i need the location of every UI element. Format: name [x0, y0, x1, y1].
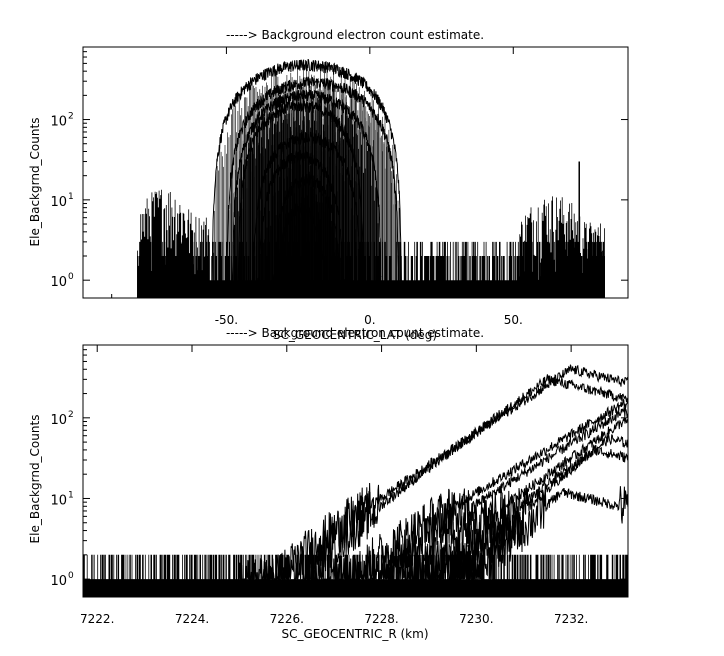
x-tick-label: 7228. [364, 612, 398, 626]
plot-frame [82, 344, 629, 598]
series-line-5 [257, 149, 345, 288]
plot-traces [137, 58, 605, 298]
chart-title: -----> Background electron count estimat… [226, 326, 484, 340]
series-line-6 [271, 174, 342, 286]
y-tick-label: 10 [50, 115, 67, 130]
x-tick-label: 50. [504, 313, 523, 327]
series-fill [274, 211, 328, 298]
plot-traces [82, 363, 629, 597]
series-line-2 [231, 88, 382, 283]
y-tick-label: 10 [50, 413, 67, 428]
background-band [518, 196, 605, 298]
x-tick-label: 7232. [554, 612, 588, 626]
y-tick-exponent: 0 [68, 272, 74, 282]
x-tick-label: 7224. [175, 612, 209, 626]
series-line-0 [211, 58, 402, 286]
chart-title: -----> Background electron count estimat… [226, 28, 484, 42]
y-tick-exponent: 1 [68, 192, 74, 202]
radius-panel: -----> Background electron count estimat… [28, 326, 629, 641]
series-line-3 [237, 99, 365, 285]
series-line-1 [263, 374, 629, 580]
x-tick-label: 7222. [80, 612, 114, 626]
x-tick-label: 0. [364, 313, 375, 327]
y-tick-label: 10 [50, 493, 67, 508]
x-tick-label: 7226. [270, 612, 304, 626]
x-tick-label: 7230. [459, 612, 493, 626]
y-tick-exponent: 2 [68, 112, 74, 122]
background-band [137, 189, 210, 298]
y-tick-label: 10 [50, 574, 67, 589]
series-line-7 [452, 483, 629, 580]
series-line-4 [251, 130, 362, 282]
lat-panel: -----> Background electron count estimat… [28, 28, 629, 342]
y-tick-exponent: 1 [68, 490, 74, 500]
plot-frame [82, 46, 629, 299]
x-axis-label: SC_GEOCENTRIC_LAT (deg) [273, 328, 437, 342]
series-line-7 [274, 202, 327, 287]
y-tick-exponent: 2 [68, 410, 74, 420]
series-line-1 [225, 76, 399, 284]
y-tick-label: 10 [50, 275, 67, 290]
x-tick-label: -50. [215, 313, 238, 327]
y-axis-label: Ele_Backgrnd_Counts [28, 118, 42, 247]
y-tick-exponent: 0 [68, 571, 74, 581]
y-tick-label: 10 [50, 195, 67, 210]
x-axis-label: SC_GEOCENTRIC_R (km) [282, 627, 429, 641]
y-axis-label: Ele_Backgrnd_Counts [28, 415, 42, 544]
